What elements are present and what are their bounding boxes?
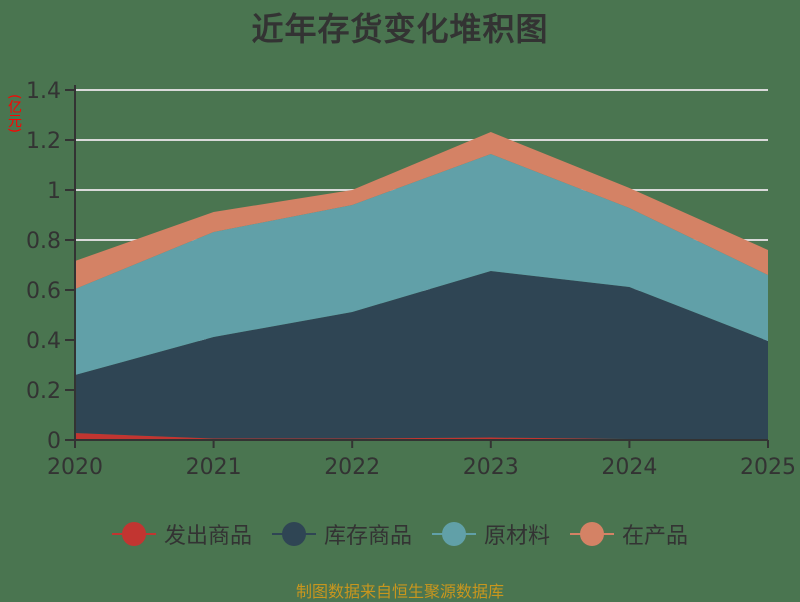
legend-item[interactable]: 库存商品	[271, 518, 412, 550]
x-tick-label: 2021	[186, 455, 242, 480]
x-tick-label: 2022	[324, 455, 380, 480]
y-tick-label: 0.6	[26, 279, 61, 304]
legend-label: 库存商品	[323, 524, 412, 549]
legend-label: 发出商品	[163, 524, 252, 549]
chart-title: 近年存货变化堆积图	[251, 10, 549, 48]
x-tick-label: 2020	[47, 455, 103, 480]
y-axis-unit-label: (亿元)	[6, 94, 22, 133]
legend-item[interactable]: 在产品	[570, 518, 688, 550]
legend-item[interactable]: 原材料	[432, 518, 550, 550]
area-series	[75, 132, 768, 440]
axes: 0 0.2 0.4 0.6 0.8 1 1.2 1.4 2020 2021 2022 2023 2024…	[26, 79, 796, 480]
y-tick-label: 1	[47, 179, 61, 204]
y-tick-label: 0	[47, 429, 61, 454]
legend-circle-icon	[271, 521, 316, 547]
legend-item[interactable]: 发出商品	[111, 518, 252, 550]
x-tick-label: 2025	[740, 455, 796, 480]
legend-circle-icon	[432, 521, 476, 547]
legend-circle-icon	[111, 521, 156, 547]
x-tick-label: 2023	[463, 455, 519, 480]
area-原材料[interactable]	[75, 154, 768, 375]
y-tick-label: 0.2	[26, 379, 61, 404]
y-tick-label: 0.4	[26, 329, 61, 354]
y-tick-label: 0.8	[26, 229, 61, 254]
area-库存商品[interactable]	[75, 271, 768, 440]
source-footer: 制图数据来自恒生聚源数据库	[295, 582, 504, 601]
area-在产品[interactable]	[75, 132, 768, 289]
legend-circle-icon	[570, 521, 615, 547]
y-tick-label: 1.4	[26, 79, 61, 104]
x-tick-label: 2024	[601, 455, 657, 480]
legend-label: 在产品	[622, 524, 689, 549]
y-tick-label: 1.2	[26, 129, 61, 154]
legend-label: 原材料	[484, 524, 551, 549]
legend: 发出商品 库存商品 原材料 在产品	[0, 518, 800, 550]
